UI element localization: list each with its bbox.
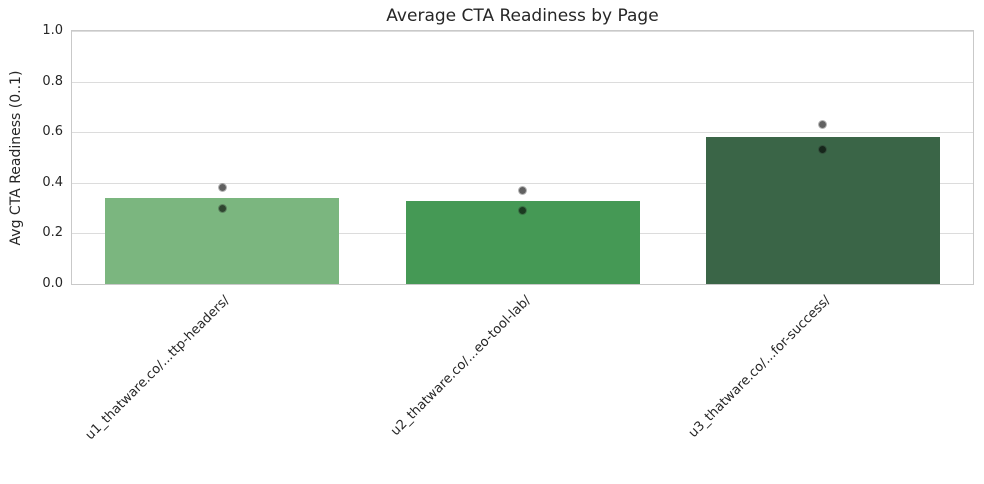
data-point-dot — [218, 184, 226, 192]
gridline — [72, 81, 973, 83]
data-point-dot — [519, 207, 526, 215]
x-tick-label: u2_thatware.co/...eo-tool-lab/ — [387, 293, 534, 440]
gridline — [72, 182, 973, 184]
y-tick-label: 0.8 — [42, 73, 63, 89]
data-point-dot — [819, 146, 827, 154]
bar — [706, 137, 940, 284]
bar — [406, 201, 640, 284]
x-tick-label: u3_thatware.co/...for-success/ — [685, 293, 834, 441]
gridline — [72, 132, 973, 134]
data-point-dot — [218, 204, 226, 212]
y-tick-label: 0.6 — [42, 124, 63, 140]
chart-title: Average CTA Readiness by Page — [386, 6, 659, 26]
bar — [105, 198, 339, 284]
y-tick-label: 0.4 — [42, 174, 63, 190]
y-tick-label: 0.2 — [42, 225, 63, 241]
x-tick-label: u1_thatware.co/...ttp-headers/ — [82, 293, 233, 444]
gridline — [72, 31, 973, 32]
y-tick-label: 0.0 — [42, 276, 63, 291]
y-tick-label: 1.0 — [42, 23, 63, 38]
data-point-dot — [519, 186, 526, 194]
data-point-dot — [819, 121, 827, 129]
plot-area — [71, 30, 974, 285]
y-axis-label: Avg CTA Readiness (0..1) — [8, 70, 24, 246]
